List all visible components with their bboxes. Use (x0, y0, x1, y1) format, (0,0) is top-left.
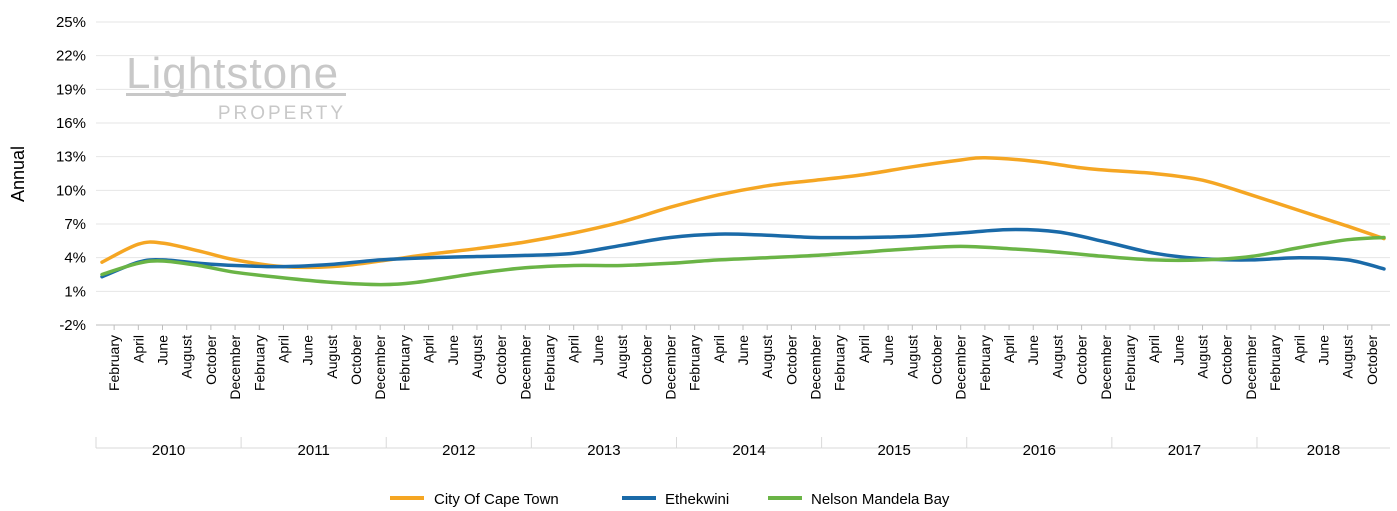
y-tick-label: 4% (64, 250, 86, 267)
y-tick-label: 22% (56, 48, 86, 65)
x-month-label: June (155, 335, 171, 366)
x-month-label: December (1243, 335, 1259, 400)
x-month-label: February (977, 335, 993, 391)
x-year-label: 2013 (587, 442, 620, 459)
x-month-label: April (421, 335, 437, 363)
x-month-label: October (203, 335, 219, 385)
series-lines (100, 156, 1386, 287)
x-month-label: February (1122, 335, 1138, 391)
x-month-label: June (300, 335, 316, 366)
y-tick-label: 25% (56, 14, 86, 31)
x-month-label: December (227, 335, 243, 400)
x-year-label: 2014 (732, 442, 765, 459)
x-month-label: December (662, 335, 678, 400)
x-month-label: December (808, 335, 824, 400)
y-tick-label: 16% (56, 115, 86, 132)
x-month-label: April (566, 335, 582, 363)
y-tick-label: 7% (64, 216, 86, 233)
y-axis-title: Annual (8, 146, 28, 202)
x-month-label: August (469, 335, 485, 379)
series-line (100, 156, 1386, 270)
x-month-label: April (275, 335, 291, 363)
x-month-label: February (396, 335, 412, 391)
x-month-label: August (179, 335, 195, 379)
x-month-label: February (1267, 335, 1283, 391)
x-month-label: October (1364, 335, 1380, 385)
series-line (100, 227, 1386, 279)
x-month-label: October (493, 335, 509, 385)
x-month-label: June (1170, 335, 1186, 366)
y-axis: -2% 1% 4% 7% 10% 13% 16% 19% 22% 25% (56, 14, 86, 334)
x-month-label: October (783, 335, 799, 385)
x-year-label: 2018 (1307, 442, 1340, 459)
y-tick-label: 13% (56, 149, 86, 166)
x-month-label: December (1098, 335, 1114, 400)
x-month-label: October (928, 335, 944, 385)
watermark-main: Lightstone (126, 49, 339, 98)
x-month-label: August (1195, 335, 1211, 379)
x-month-label: October (1074, 335, 1090, 385)
x-month-label: April (856, 335, 872, 363)
x-month-label: February (832, 335, 848, 391)
x-month-label: June (445, 335, 461, 366)
x-year-label: 2011 (298, 442, 330, 459)
x-month-label: June (735, 335, 751, 366)
x-month-label: June (590, 335, 606, 366)
x-month-label: April (1001, 335, 1017, 363)
y-tick-label: 19% (56, 81, 86, 98)
watermark: Lightstone PROPERTY (126, 49, 346, 124)
x-month-label: October (638, 335, 654, 385)
x-month-label: April (711, 335, 727, 363)
y-tick-label: 1% (64, 283, 86, 300)
x-month-label: February (687, 335, 703, 391)
x-month-label: April (1291, 335, 1307, 363)
x-month-label: June (1315, 335, 1331, 366)
x-month-label: August (1340, 335, 1356, 379)
x-year-label: 2012 (442, 442, 475, 459)
x-month-label: June (1025, 335, 1041, 366)
x-month-label: April (130, 335, 146, 363)
x-month-label: April (1146, 335, 1162, 363)
watermark-bar (126, 93, 346, 96)
x-year-label: 2010 (152, 442, 185, 459)
x-month-label: October (348, 335, 364, 385)
x-month-label: August (324, 335, 340, 379)
x-month-label: August (614, 335, 630, 379)
x-year-label: 2017 (1168, 442, 1201, 459)
x-month-label: February (251, 335, 267, 391)
legend-label: City Of Cape Town (434, 491, 559, 508)
y-tick-label: 10% (56, 182, 86, 199)
series-line (100, 235, 1386, 287)
x-year-label: 2016 (1023, 442, 1056, 459)
legend-label: Ethekwini (665, 491, 729, 508)
x-month-label: December (953, 335, 969, 400)
x-month-label: August (759, 335, 775, 379)
x-month-label: December (372, 335, 388, 400)
legend-label: Nelson Mandela Bay (811, 491, 950, 508)
x-axis: February April June August October December Fe… (95, 325, 1390, 459)
x-month-label: August (1049, 335, 1065, 379)
legend: City Of Cape Town Ethekwini Nelson Mandela… (390, 491, 950, 508)
x-month-label: December (517, 335, 533, 400)
x-month-label: June (880, 335, 896, 366)
x-year-label: 2015 (877, 442, 910, 459)
x-month-label: August (904, 335, 920, 379)
x-month-label: October (1219, 335, 1235, 385)
x-month-label: February (542, 335, 558, 391)
y-tick-label: -2% (59, 317, 86, 334)
watermark-sub: PROPERTY (218, 103, 346, 124)
x-month-label: February (106, 335, 122, 391)
